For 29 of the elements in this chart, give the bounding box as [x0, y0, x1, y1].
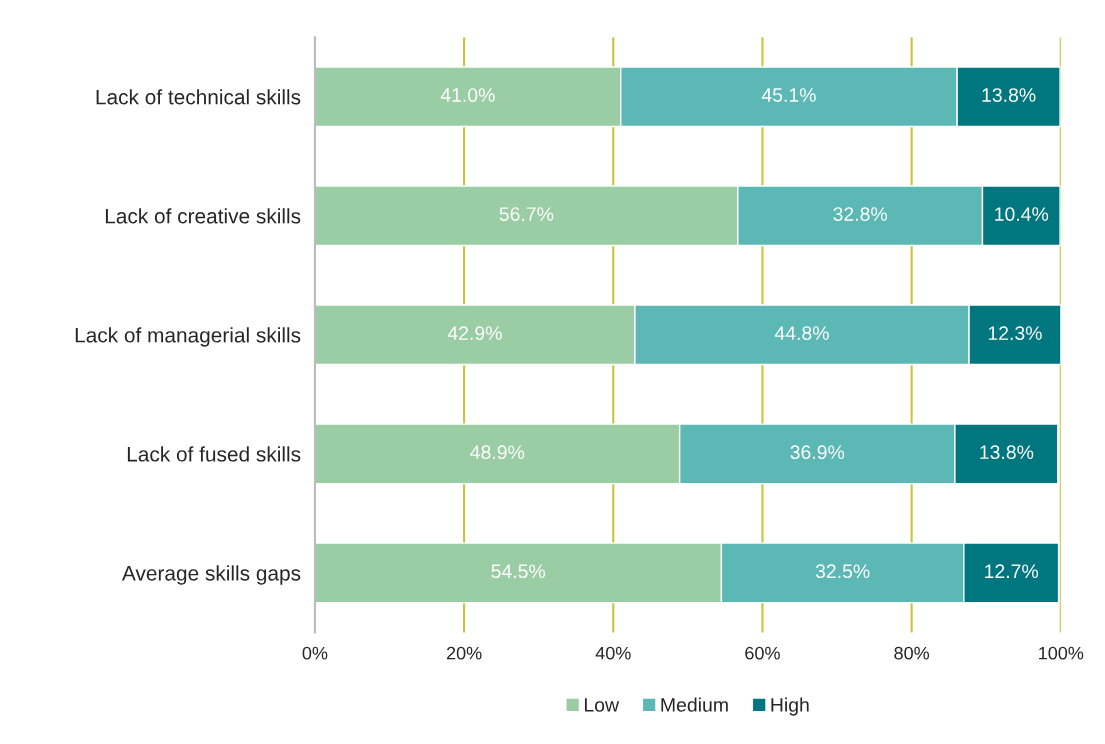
data-label: 54.5%: [491, 564, 546, 579]
data-label: 32.5%: [815, 564, 870, 579]
x-tick-label: 60%: [745, 646, 780, 660]
y-tick-label: Lack of fused skills: [127, 446, 301, 462]
legend-label: High: [771, 697, 809, 716]
data-label: 12.3%: [988, 326, 1042, 341]
data-label: 56.7%: [499, 207, 554, 221]
data-label: 13.8%: [982, 88, 1036, 102]
x-tick-label: 40%: [595, 646, 631, 660]
data-label: 42.9%: [447, 326, 502, 341]
data-label: 48.9%: [470, 445, 525, 460]
data-label: 36.9%: [790, 445, 845, 460]
y-tick-label: Average skills gaps: [121, 565, 301, 585]
x-tick-label: 80%: [894, 646, 930, 660]
data-label: 44.8%: [774, 326, 829, 341]
data-label: 32.8%: [833, 207, 888, 221]
x-tick-label: 20%: [446, 646, 482, 660]
x-tick-label: 100%: [1039, 646, 1084, 660]
y-tick-label: Lack of managerial skills: [75, 327, 301, 347]
data-label: 10.4%: [995, 207, 1049, 221]
data-label: 45.1%: [761, 88, 816, 102]
y-tick-label: Lack of creative skills: [105, 208, 301, 224]
data-label: 13.8%: [980, 445, 1034, 460]
data-label: 12.7%: [985, 564, 1039, 579]
x-tick-label: 0%: [302, 646, 328, 660]
data-label: 41.0%: [440, 88, 495, 102]
legend-label: Low: [584, 698, 620, 712]
legend-label: Medium: [661, 697, 728, 712]
y-tick-label: Lack of technical skills: [96, 89, 301, 105]
